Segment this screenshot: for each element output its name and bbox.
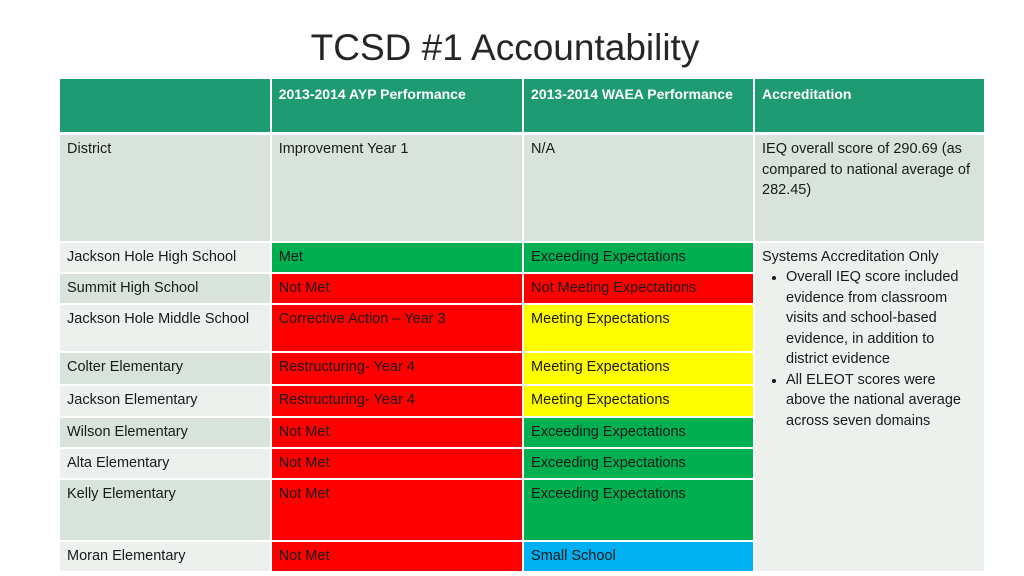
school-waea: Meeting Expectations	[522, 383, 755, 418]
table-row: Moran Elementary Not Met Small School	[58, 539, 985, 573]
school-waea: Meeting Expectations	[522, 302, 755, 353]
schools-accreditation: Systems Accreditation Only Overall IEQ s…	[753, 240, 986, 573]
header-cell-accreditation: Accreditation	[753, 77, 986, 135]
table-row: Colter Elementary Restructuring- Year 4 …	[58, 350, 985, 386]
school-ayp: Corrective Action – Year 3	[269, 302, 525, 353]
header-cell-ayp: 2013-2014 AYP Performance	[269, 77, 525, 135]
school-name: Wilson Elementary	[58, 415, 272, 449]
school-ayp: Not Met	[269, 539, 525, 573]
school-waea: Not Meeting Expectations	[522, 271, 755, 305]
school-waea: Exceeding Expectations	[522, 446, 755, 480]
table-row: Jackson Elementary Restructuring- Year 4…	[58, 383, 985, 418]
district-ayp: Improvement Year 1	[269, 132, 525, 243]
school-waea: Exceeding Expectations	[522, 415, 755, 449]
district-accreditation: IEQ overall score of 290.69 (as compared…	[753, 132, 986, 243]
table-row: Jackson Hole High School Met Exceeding E…	[58, 240, 986, 573]
school-ayp: Met	[269, 240, 525, 274]
header-cell-blank	[58, 77, 272, 135]
district-row: District Improvement Year 1 N/A IEQ over…	[58, 132, 986, 243]
school-waea: Exceeding Expectations	[522, 477, 755, 542]
page-title: TCSD #1 Accountability	[310, 27, 700, 68]
school-name: Colter Elementary	[58, 350, 272, 386]
school-ayp: Not Met	[269, 271, 525, 305]
table-row: Summit High School Not Met Not Meeting E…	[58, 271, 985, 305]
table-row: Jackson Hole Middle School Corrective Ac…	[58, 302, 985, 353]
accreditation-bullet: Overall IEQ score included evidence from…	[786, 267, 977, 370]
district-name: District	[58, 132, 272, 243]
school-ayp: Not Met	[269, 446, 525, 480]
school-name: Jackson Hole High School	[58, 240, 272, 274]
header-cell-waea: 2013-2014 WAEA Performance	[522, 77, 755, 135]
table-row: Wilson Elementary Not Met Exceeding Expe…	[58, 415, 985, 449]
school-name: Alta Elementary	[58, 446, 272, 480]
school-ayp: Restructuring- Year 4	[269, 383, 525, 418]
school-name: Jackson Elementary	[58, 383, 272, 418]
school-name: Kelly Elementary	[58, 477, 272, 542]
accreditation-bullets: Overall IEQ score included evidence from…	[762, 267, 977, 431]
school-name: Jackson Hole Middle School	[58, 302, 272, 353]
accreditation-heading: Systems Accreditation Only	[762, 248, 939, 265]
school-waea: Meeting Expectations	[522, 350, 755, 386]
district-waea: N/A	[522, 132, 755, 243]
accountability-table: 2013-2014 AYP Performance 2013-2014 WAEA…	[58, 77, 986, 573]
school-waea: Exceeding Expectations	[522, 240, 755, 274]
school-waea: Small School	[522, 539, 755, 573]
table-row: Kelly Elementary Not Met Exceeding Expec…	[58, 477, 985, 542]
school-ayp: Not Met	[269, 477, 525, 542]
header-row: 2013-2014 AYP Performance 2013-2014 WAEA…	[58, 77, 986, 135]
table-row: Alta Elementary Not Met Exceeding Expect…	[58, 446, 985, 480]
school-name: Moran Elementary	[58, 539, 272, 573]
school-name: Summit High School	[58, 271, 272, 305]
school-ayp: Not Met	[269, 415, 525, 449]
accreditation-bullet: All ELEOT scores were above the national…	[786, 370, 977, 432]
school-ayp: Restructuring- Year 4	[269, 350, 525, 386]
